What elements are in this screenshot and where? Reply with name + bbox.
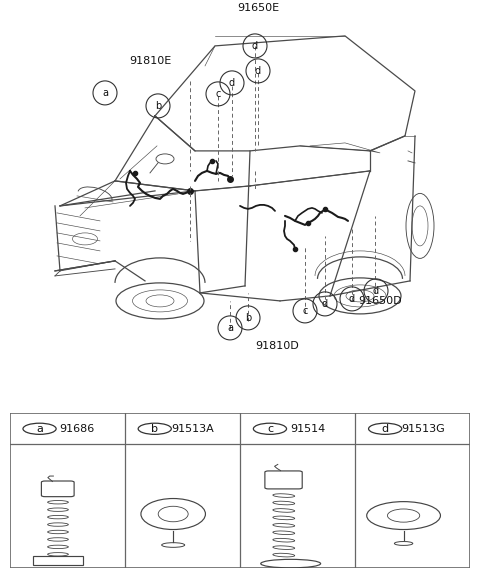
Text: d: d	[382, 424, 389, 434]
Text: a: a	[36, 424, 43, 434]
Text: d: d	[322, 299, 328, 309]
Text: c: c	[216, 89, 221, 99]
Text: b: b	[155, 101, 161, 111]
Text: 91810D: 91810D	[255, 341, 299, 351]
Text: b: b	[151, 424, 158, 434]
Text: d: d	[252, 41, 258, 51]
Text: 91810E: 91810E	[129, 56, 171, 66]
Text: c: c	[267, 424, 273, 434]
Text: 91650E: 91650E	[237, 3, 279, 13]
Text: 91513A: 91513A	[171, 424, 214, 434]
Text: c: c	[302, 306, 308, 316]
Text: d: d	[229, 78, 235, 88]
Text: 91513G: 91513G	[401, 424, 445, 434]
Text: b: b	[245, 313, 251, 323]
Text: 91650D: 91650D	[358, 296, 402, 306]
Text: d: d	[255, 66, 261, 76]
Text: d: d	[349, 294, 355, 304]
Text: a: a	[227, 323, 233, 333]
Text: a: a	[102, 88, 108, 98]
Text: 91514: 91514	[290, 424, 325, 434]
Text: 91686: 91686	[60, 424, 95, 434]
Text: d: d	[373, 286, 379, 296]
